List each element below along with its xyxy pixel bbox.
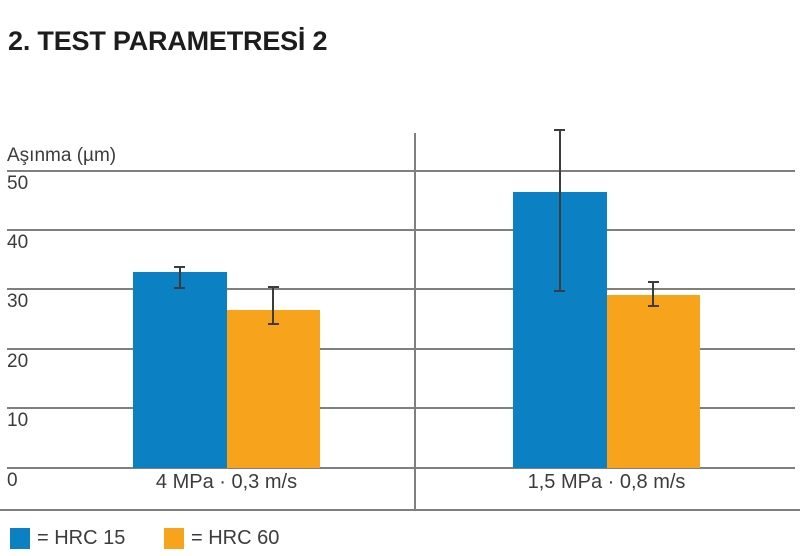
group-divider-line bbox=[414, 133, 416, 510]
y-tick-label-0: 0 bbox=[7, 469, 18, 491]
legend-separator-line bbox=[0, 509, 800, 511]
error-bar-group2-series2 bbox=[652, 280, 655, 308]
error-bar-group2-series1 bbox=[558, 129, 561, 293]
error-cap-bottom bbox=[174, 287, 186, 290]
hrc60-color-swatch bbox=[164, 528, 184, 549]
y-gridline-30 bbox=[7, 288, 795, 291]
y-tick-label-20: 20 bbox=[7, 350, 29, 372]
y-gridline-20 bbox=[7, 347, 795, 350]
error-cap-top bbox=[267, 286, 279, 289]
error-bar-group1-series1 bbox=[178, 265, 181, 290]
y-axis-label: Aşınma (µm) bbox=[7, 145, 117, 166]
legend-label-hrc15: = HRC 15 bbox=[37, 527, 126, 549]
hrc15-color-swatch bbox=[10, 528, 30, 549]
y-gridline-50 bbox=[7, 169, 795, 172]
y-tick-label-40: 40 bbox=[7, 232, 29, 254]
page-title: 2. TEST PARAMETRESİ 2 bbox=[8, 26, 328, 57]
y-gridline-10 bbox=[7, 407, 795, 410]
bar-hrc15-group1 bbox=[133, 271, 227, 469]
error-cap-bottom bbox=[554, 290, 566, 293]
error-cap-top bbox=[647, 280, 659, 283]
error-cap-top bbox=[554, 129, 566, 132]
y-tick-label-10: 10 bbox=[7, 410, 29, 432]
error-bar-group1-series2 bbox=[272, 286, 275, 326]
y-tick-label-30: 30 bbox=[7, 291, 29, 313]
category-label-2: 1,5 MPa · 0,8 m/s bbox=[527, 471, 686, 493]
legend-label-hrc60: = HRC 60 bbox=[191, 527, 280, 549]
error-cap-top bbox=[174, 265, 186, 268]
y-gridline-0 bbox=[7, 466, 795, 469]
error-cap-bottom bbox=[267, 323, 279, 326]
y-gridline-40 bbox=[7, 229, 795, 232]
error-cap-bottom bbox=[647, 305, 659, 308]
y-tick-label-50: 50 bbox=[7, 172, 29, 194]
category-label-1: 4 MPa · 0,3 m/s bbox=[155, 471, 298, 493]
bar-hrc60-group2 bbox=[606, 295, 700, 469]
bar-hrc60-group1 bbox=[226, 310, 320, 469]
